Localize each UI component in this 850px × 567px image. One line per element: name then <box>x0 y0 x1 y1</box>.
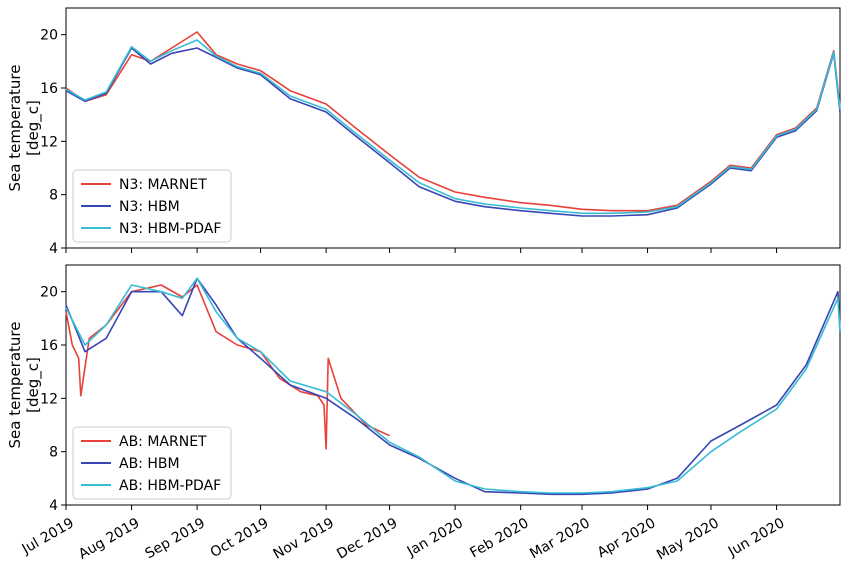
legend-label: AB: MARNET <box>119 434 207 450</box>
top-panel: 4 8 12 16 20 Sea temperature[deg_c] N3: MARNET… <box>6 7 841 257</box>
y-tick-label: 12 <box>40 134 58 150</box>
series-line-2 <box>65 277 841 494</box>
x-tick-label: Dec 2019 <box>334 515 400 562</box>
y-tick-label: 4 <box>49 498 58 514</box>
legend-label: N3: MARNET <box>119 177 207 193</box>
x-tick-label: Feb 2020 <box>467 515 531 561</box>
legend-label: N3: HBM-PDAF <box>119 221 221 237</box>
x-tick-label: Sep 2019 <box>142 515 208 562</box>
bottom-panel: 4 8 12 16 20 Jul 2019 Aug 2019 Sep 2019 Oct 2019… <box>6 264 841 563</box>
legend-box <box>72 169 232 243</box>
y-axis-label: Sea temperature[deg_c] <box>6 322 43 449</box>
x-tick-label: May 2020 <box>654 515 722 563</box>
x-tick-label: Mar 2020 <box>527 515 593 562</box>
x-tick-label: Nov 2019 <box>271 515 337 563</box>
y-tick-label: 8 <box>49 188 58 204</box>
series-line-0 <box>65 284 390 450</box>
legend-label: N3: HBM <box>119 199 180 215</box>
y-tick-label: 12 <box>40 391 58 407</box>
x-tick-label: Jan 2020 <box>404 515 466 560</box>
legend-box <box>72 426 232 500</box>
y-tick-label: 8 <box>49 445 58 461</box>
x-tick-label: Jul 2019 <box>19 515 77 558</box>
series-line-1 <box>65 277 841 496</box>
x-tick-label: Jun 2020 <box>725 515 788 560</box>
y-axis-label: Sea temperature[deg_c] <box>6 65 43 192</box>
y-tick-label: 16 <box>40 81 58 97</box>
y-tick-label: 4 <box>49 241 58 257</box>
x-tick-label: Oct 2019 <box>208 515 272 561</box>
series-line-1 <box>65 47 841 217</box>
legend-label: AB: HBM-PDAF <box>119 478 221 494</box>
legend-label: AB: HBM <box>119 456 180 472</box>
x-tick-label: Aug 2019 <box>76 515 142 563</box>
y-tick-label: 20 <box>40 285 58 301</box>
x-tick-label: Apr 2020 <box>595 515 659 561</box>
y-tick-label: 16 <box>40 338 58 354</box>
y-tick-label: 20 <box>40 28 58 44</box>
series-line-2 <box>65 39 841 215</box>
